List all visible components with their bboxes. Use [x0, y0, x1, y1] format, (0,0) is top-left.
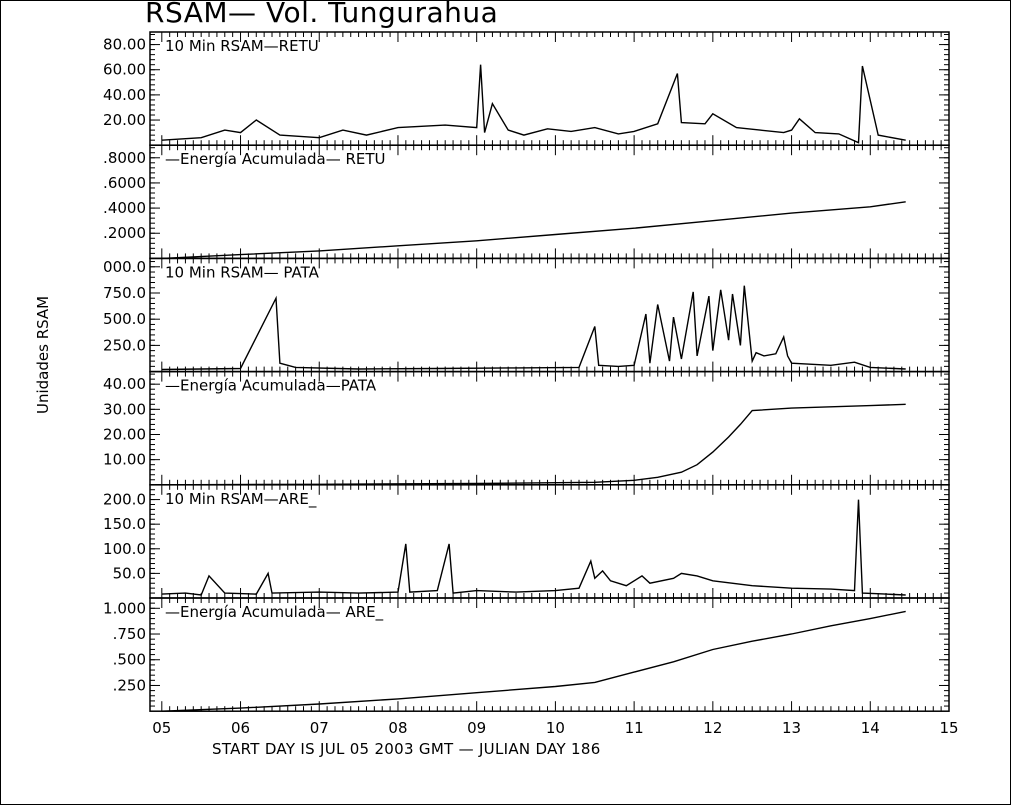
- panel-6-ytick-label: .750: [113, 625, 146, 643]
- panel-4-ytick-label: 20.00: [103, 425, 146, 443]
- panel-1-series-line: [161, 64, 906, 144]
- panel-5-ytick-label: 150.0: [103, 515, 146, 533]
- panel-2-series-line: [161, 201, 906, 260]
- panel-3-label: 10 Min RSAM— PATA: [165, 263, 320, 281]
- panel-2-ytick-label: .4000: [103, 199, 146, 217]
- panel-4-ytick-label: 10.00: [103, 451, 146, 469]
- panel-4-series-line: [161, 403, 906, 486]
- x-tick-label: 05: [152, 719, 171, 737]
- panel-2-ytick-label: .2000: [103, 224, 146, 242]
- panel-4-ytick-label: 40.00: [103, 375, 146, 393]
- panel-6-ytick-label: 1.000: [103, 599, 146, 617]
- x-tick-label: 11: [625, 719, 644, 737]
- panel-5-ytick-label: 50.0: [113, 564, 146, 582]
- panel-6-label: —Energía Acumulada— ARE_: [165, 603, 384, 622]
- panel-4-ytick-label: 30.00: [103, 400, 146, 418]
- x-tick-label: 10: [546, 719, 565, 737]
- panel-5-ytick-label: 100.0: [103, 540, 146, 558]
- panel-6-series-line: [161, 610, 906, 712]
- x-tick-label: 09: [467, 719, 486, 737]
- panel-2-ytick-label: .8000: [103, 149, 146, 167]
- panel-4-label: —Energía Acumulada—PATA: [165, 377, 377, 395]
- panel-6-ytick-label: .250: [113, 676, 146, 694]
- panel-3-ytick-label: 500.0: [103, 310, 146, 328]
- x-tick-label: 12: [703, 719, 722, 737]
- x-tick-label: 13: [782, 719, 801, 737]
- panel-3-ytick-label: 250.0: [103, 336, 146, 354]
- x-tick-label: 15: [939, 719, 958, 737]
- panel-3-ytick-label: 750.0: [103, 284, 146, 302]
- panel-1-label: 10 Min RSAM—RETU: [165, 37, 319, 55]
- panel-3-ytick-label: 000.0: [103, 258, 146, 276]
- panel-6-ytick-label: .500: [113, 651, 146, 669]
- panel-2-label: —Energía Acumulada— RETU: [165, 150, 386, 168]
- panel-5-series-line: [161, 499, 906, 596]
- x-tick-label: 08: [388, 719, 407, 737]
- chart-title: RSAM— Vol. Tungurahua: [145, 0, 499, 29]
- panel-5-ytick-label: 200.0: [103, 491, 146, 509]
- panel-1-ytick-label: 40.00: [103, 86, 146, 104]
- panel-1-ytick-label: 20.00: [103, 111, 146, 129]
- x-axis-label: START DAY IS JUL 05 2003 GMT — JULIAN DA…: [212, 740, 601, 758]
- x-tick-label: 06: [231, 719, 250, 737]
- x-tick-label: 07: [310, 719, 329, 737]
- x-tick-label: 14: [861, 719, 880, 737]
- panel-5-label: 10 Min RSAM—ARE_: [165, 490, 317, 509]
- panel-2-ytick-label: .6000: [103, 174, 146, 192]
- panel-1-ytick-label: 80.00: [103, 36, 146, 54]
- panel-1-ytick-label: 60.00: [103, 61, 146, 79]
- panel-3-series-line: [161, 285, 906, 371]
